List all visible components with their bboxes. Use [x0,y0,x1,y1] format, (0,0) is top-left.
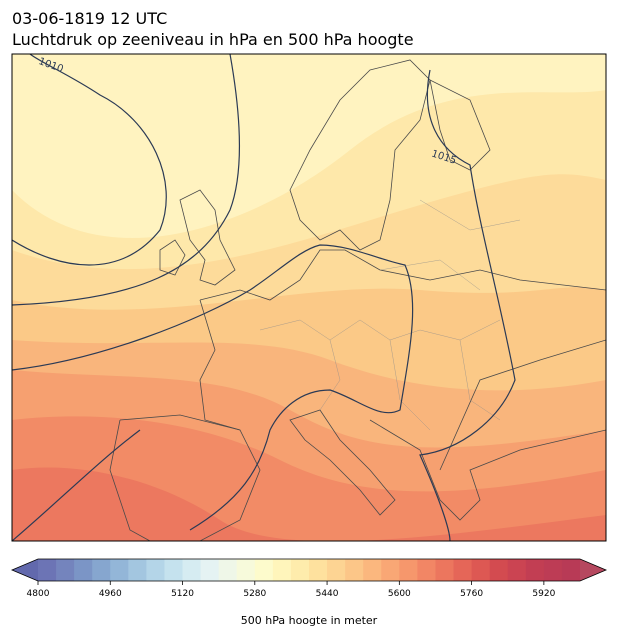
colorbar-tick-label: 4800 [27,589,50,599]
colorbar-cell [453,559,473,581]
colorbar-cell [309,559,328,581]
colorbar-cell [290,559,310,581]
title: 03-06-1819 12 UTC [12,9,167,28]
colorbar-tick-label: 5600 [388,589,411,599]
colorbar-cell [128,559,147,581]
colorbar-cell [182,559,202,581]
colorbar-cell [507,559,527,581]
colorbar-tick-label: 5440 [316,589,339,599]
colorbar-cell [74,559,93,581]
colorbar-cell [146,559,165,581]
colorbar-cell [218,559,238,581]
colorbar-cell [435,559,455,581]
colorbar-cell [489,559,509,581]
colorbar-tick-label: 5760 [460,589,483,599]
colorbar-under [12,559,38,581]
subtitle: Luchtdruk op zeeniveau in hPa en 500 hPa… [12,30,414,49]
colorbar-cell [110,559,129,581]
colorbar-tick-label: 5120 [171,589,194,599]
colorbar-cell [56,559,75,581]
colorbar-over [580,559,606,581]
colorbar-tick-label: 5920 [532,589,555,599]
colorbar-cell [92,559,111,581]
colorbar-tick-label: 5280 [243,589,266,599]
colorbar-cell [236,559,256,581]
colorbar: 4800 4960 5120 5280 5440 5600 5760 5920 [10,558,608,599]
colorbar-label: 500 hPa hoogte in meter [241,614,378,627]
colorbar-cell [471,559,491,581]
colorbar-cell [525,559,545,581]
colorbar-cell [543,559,563,581]
map-frame [11,53,607,542]
colorbar-cell [327,559,346,581]
colorbar-tick-label: 4960 [99,589,122,599]
colorbar-cell [363,559,382,581]
colorbar-cell [38,559,57,581]
colorbar-frame [10,558,608,582]
colorbar-cell [164,559,184,581]
colorbar-cell [381,559,400,581]
colorbar-cell [254,559,274,581]
colorbar-cell [272,559,292,581]
colorbar-cell [200,559,220,581]
colorbar-cell [417,559,436,581]
map: 1010 1015 [12,54,606,541]
colorbar-cell [345,559,364,581]
colorbar-cell [561,559,581,581]
colorbar-cell [399,559,418,581]
